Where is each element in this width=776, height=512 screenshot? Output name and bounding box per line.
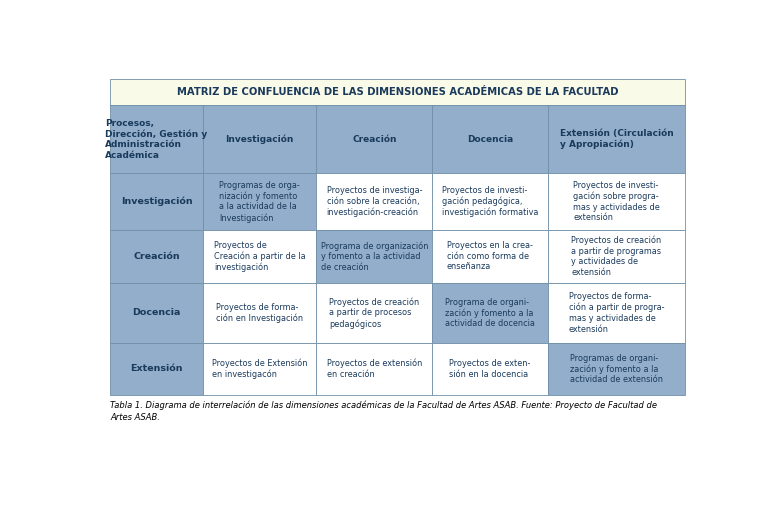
Text: Investigación: Investigación — [120, 197, 192, 206]
Bar — [203, 343, 317, 395]
Bar — [110, 79, 685, 105]
Bar — [548, 173, 685, 230]
Text: Proyectos de investi-
gación sobre progra-
mas y actividades de
extensión: Proyectos de investi- gación sobre progr… — [573, 181, 660, 222]
Bar — [432, 343, 548, 395]
Text: Creación: Creación — [133, 252, 180, 261]
Text: Investigación: Investigación — [225, 135, 294, 144]
Bar — [110, 173, 203, 230]
Bar — [203, 283, 317, 343]
Text: Proyectos de exten-
sión en la docencia: Proyectos de exten- sión en la docencia — [449, 359, 531, 379]
Text: Programa de organi-
zación y fomento a la
actividad de docencia: Programa de organi- zación y fomento a l… — [445, 297, 535, 328]
Bar — [432, 105, 548, 173]
Text: Proyectos de investiga-
ción sobre la creación,
investigación-creación: Proyectos de investiga- ción sobre la cr… — [327, 186, 422, 217]
Text: Proyectos de investi-
gación pedagógica,
investigación formativa: Proyectos de investi- gación pedagógica,… — [442, 186, 538, 217]
Text: Programa de organización
y fomento a la actividad
de creación: Programa de organización y fomento a la … — [320, 241, 428, 272]
Text: Extensión: Extensión — [130, 365, 182, 373]
Text: MATRIZ DE CONFLUENCIA DE LAS DIMENSIONES ACADÉMICAS DE LA FACULTAD: MATRIZ DE CONFLUENCIA DE LAS DIMENSIONES… — [177, 87, 618, 97]
Text: Creación: Creación — [352, 135, 397, 144]
Text: Proyectos de
Creación a partir de la
investigación: Proyectos de Creación a partir de la inv… — [213, 241, 306, 272]
Bar — [110, 230, 203, 283]
Bar — [203, 105, 317, 173]
Bar — [548, 230, 685, 283]
Text: Proyectos de creación
a partir de programas
y actividades de
extensión: Proyectos de creación a partir de progra… — [571, 236, 662, 277]
Bar — [110, 283, 203, 343]
Text: Proyectos de Extensión
en investigacón: Proyectos de Extensión en investigacón — [212, 358, 307, 379]
Text: Docencia: Docencia — [466, 135, 513, 144]
Text: Docencia: Docencia — [132, 308, 181, 317]
Text: Proyectos de forma-
ción a partir de progra-
mas y actividades de
extensión: Proyectos de forma- ción a partir de pro… — [569, 292, 664, 333]
Bar — [317, 283, 432, 343]
Bar — [110, 105, 203, 173]
Text: Programas de orga-
nización y fomento
a la actividad de la
Investigación: Programas de orga- nización y fomento a … — [219, 181, 300, 223]
Text: Extensión (Circulación
y Apropiación): Extensión (Circulación y Apropiación) — [559, 129, 674, 149]
Bar — [432, 283, 548, 343]
Bar — [548, 105, 685, 173]
Bar — [203, 230, 317, 283]
Text: Programas de organi-
zación y fomento a la
actividad de extensión: Programas de organi- zación y fomento a … — [570, 354, 663, 384]
Text: Proyectos de forma-
ción en Investigación: Proyectos de forma- ción en Investigació… — [216, 303, 303, 323]
Bar — [548, 283, 685, 343]
Text: Proyectos de creación
a partir de procesos
pedagógicos: Proyectos de creación a partir de proces… — [329, 297, 419, 329]
Bar — [317, 230, 432, 283]
Bar — [432, 173, 548, 230]
Text: Proyectos de extensión
en creación: Proyectos de extensión en creación — [327, 359, 422, 379]
Text: Tabla 1. Diagrama de interrelación de las dimensiones académicas de la Facultad : Tabla 1. Diagrama de interrelación de la… — [110, 400, 657, 422]
Bar — [110, 343, 203, 395]
Text: Procesos,
Dirección, Gestión y
Administración
Académica: Procesos, Dirección, Gestión y Administr… — [106, 119, 208, 160]
Text: Proyectos en la crea-
ción como forma de
enseñanza: Proyectos en la crea- ción como forma de… — [447, 241, 533, 271]
Bar — [317, 343, 432, 395]
Bar — [203, 173, 317, 230]
Bar — [432, 230, 548, 283]
Bar — [317, 105, 432, 173]
Bar — [317, 173, 432, 230]
Bar — [548, 343, 685, 395]
